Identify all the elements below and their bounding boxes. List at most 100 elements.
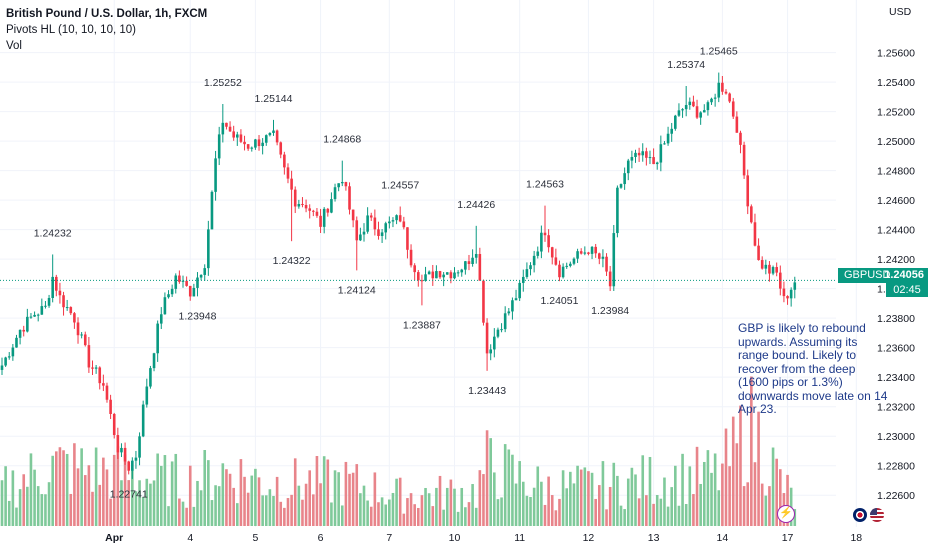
volume-bar: [594, 498, 597, 526]
candle-body: [590, 246, 594, 254]
volume-bar: [134, 491, 138, 526]
candle-body: [384, 223, 388, 233]
candle-body: [4, 357, 7, 366]
candle-body: [156, 323, 159, 354]
candle-body: [123, 447, 127, 462]
volume-bar: [170, 461, 174, 526]
candle-body: [326, 208, 330, 213]
pivot-label: 1.25252: [204, 77, 242, 89]
volume-bar: [598, 485, 601, 526]
candle-body: [670, 128, 673, 134]
volume-bar: [196, 480, 199, 526]
volume-bar: [460, 487, 464, 526]
volume-bar: [641, 455, 645, 526]
volume-bar: [149, 483, 152, 526]
volume-bar: [239, 459, 243, 526]
volume-bar: [652, 503, 655, 526]
price-tick-label: 1.25000: [877, 136, 915, 148]
candle-body: [254, 139, 257, 148]
candle-body: [503, 313, 507, 330]
candle-body: [319, 215, 322, 227]
volume-bar: [380, 497, 384, 526]
volume-bar: [102, 457, 105, 526]
volume-bar: [413, 504, 416, 526]
candle-body: [261, 142, 264, 147]
time-tick-label: 10: [449, 532, 461, 544]
flag-us-icon[interactable]: [870, 508, 884, 522]
candle-body: [94, 367, 98, 369]
volume-bar: [138, 480, 141, 526]
candle-body: [188, 285, 192, 297]
candle-body: [44, 305, 47, 307]
volume-bar: [536, 466, 540, 526]
volume-bar: [521, 481, 525, 526]
candle-body: [471, 257, 474, 264]
volume-bar: [141, 496, 145, 526]
candle-body: [659, 144, 663, 163]
volume-bar: [232, 487, 235, 526]
volume-bar: [464, 507, 467, 526]
candle-body: [348, 186, 351, 210]
price-tick-label: 1.23200: [877, 402, 915, 414]
volume-bar: [123, 454, 127, 526]
volume-bar: [681, 453, 684, 526]
volume-bar: [648, 456, 652, 526]
volume-bar: [514, 483, 518, 526]
volume-bar: [728, 466, 731, 526]
volume-bar: [431, 506, 435, 526]
candle-layer: [0, 72, 797, 479]
candle-body: [73, 313, 76, 323]
candle-body: [753, 222, 757, 246]
candle-body: [775, 267, 778, 273]
volume-bar: [301, 499, 304, 526]
chart-title[interactable]: British Pound / U.S. Dollar, 1h, FXCM: [6, 8, 208, 20]
candle-body: [29, 316, 33, 318]
candle-body: [435, 271, 438, 279]
volume-bar: [395, 478, 398, 526]
time-tick-label: 7: [386, 532, 392, 544]
volume-bar: [496, 499, 500, 526]
time-tick-label: 4: [187, 532, 193, 544]
volume-bar: [261, 495, 264, 526]
time-tick-label: 5: [252, 532, 258, 544]
volume-bar: [478, 470, 482, 526]
candle-body: [315, 211, 319, 216]
candle-body: [721, 82, 724, 92]
volume-bar: [453, 488, 456, 526]
candle-body: [532, 255, 536, 266]
pivot-label: 1.24124: [338, 284, 376, 296]
candle-body: [482, 280, 485, 323]
candle-body: [170, 288, 174, 295]
volume-bar: [91, 491, 94, 526]
candle-body: [786, 296, 789, 299]
candle-body: [746, 175, 750, 207]
volume-bar: [36, 486, 40, 526]
flash-icon[interactable]: ⚡: [777, 505, 795, 523]
volume-bar: [634, 474, 637, 526]
candle-body: [728, 93, 731, 102]
volume-bar: [721, 463, 724, 526]
candle-body: [217, 134, 221, 159]
candle-body: [373, 217, 377, 230]
price-tick-label: 1.24600: [877, 195, 915, 207]
volume-bar: [529, 496, 532, 526]
volume-bar: [359, 493, 362, 526]
candle-body: [688, 101, 692, 106]
volume-bar: [116, 446, 120, 526]
candle-body: [424, 274, 427, 281]
volume-label[interactable]: Vol: [6, 40, 22, 52]
volume-bar: [29, 453, 33, 526]
indicator-label[interactable]: Pivots HL (10, 10, 10, 10): [6, 24, 136, 36]
volume-bar: [362, 485, 366, 526]
time-tick-label: 6: [318, 532, 324, 544]
volume-bar: [283, 507, 286, 526]
pivot-label: 1.22741: [110, 488, 148, 500]
candle-body: [337, 183, 340, 188]
flag-gb-icon[interactable]: [853, 508, 867, 522]
volume-bar: [710, 472, 713, 526]
candle-body: [579, 251, 583, 254]
volume-bar: [590, 472, 594, 526]
volume-bar: [616, 475, 619, 526]
